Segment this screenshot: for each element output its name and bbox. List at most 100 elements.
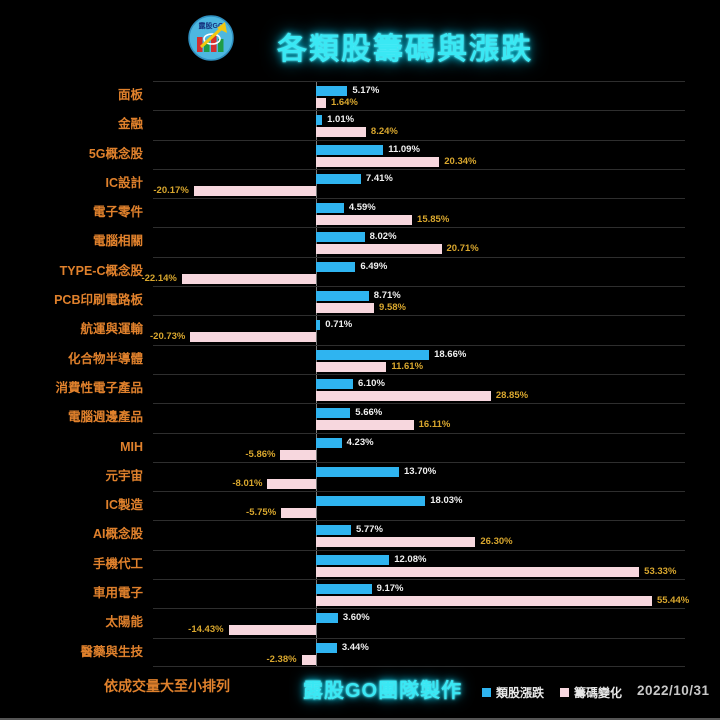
bar-value-label: 3.44% (341, 641, 369, 653)
category-label: 太陽能 (105, 615, 143, 630)
bar-value-label: 55.44% (656, 595, 690, 607)
gain-bar (316, 349, 430, 360)
legend-label: 籌碼變化 (574, 686, 623, 700)
category-row: 金融 1.01% 8.24% (0, 110, 685, 139)
category-row: PCB印刷電路板 8.71% 9.58% (0, 286, 685, 315)
bar-value-label: 8.24% (370, 126, 398, 138)
bar-value-label: -20.73% (150, 331, 186, 343)
category-row: 醫藥與生技 3.44% -2.38% (0, 637, 685, 667)
bar-value-label: -14.43% (188, 624, 224, 636)
category-row: 電腦相關 8.02% 20.71% (0, 227, 685, 256)
bar-value-label: 12.08% (394, 553, 427, 565)
category-row: 面板 5.17% 1.64% (0, 81, 685, 110)
category-row: IC製造 18.03% -5.75% (0, 491, 685, 520)
legend-swatch-blue (482, 688, 491, 697)
category-label: IC製造 (105, 498, 143, 513)
row-plot-area: 5.77% 26.30% (153, 520, 685, 549)
category-label: 化合物半導體 (67, 351, 143, 366)
category-label: AI概念股 (92, 527, 143, 542)
bar-value-label: 5.17% (352, 85, 380, 96)
row-plot-area: 0.71% -20.73% (150, 315, 685, 344)
category-label: TYPE-C概念股 (59, 263, 143, 278)
gain-bar (316, 378, 353, 389)
credit-text: 露股GO團隊製作 (303, 680, 463, 702)
chip-bar (316, 420, 414, 431)
bar-value-label: 11.61% (391, 360, 424, 372)
category-row: 化合物半導體 18.66% 11.61% (0, 344, 685, 374)
category-row: IC設計 7.41% -20.17% (0, 168, 685, 198)
category-label: 航運與運輸 (80, 322, 143, 337)
row-plot-area: 8.02% 20.71% (153, 227, 685, 256)
gain-bar (316, 613, 338, 624)
chip-bar (316, 215, 413, 226)
chip-bar (190, 332, 316, 343)
row-plot-area: 6.10% 28.85% (153, 373, 685, 403)
category-label: PCB印刷電路板 (54, 293, 143, 308)
bar-value-label: 26.30% (480, 536, 513, 548)
bar-value-label: 20.34% (444, 155, 477, 167)
page-title: 各類股籌碼與漲跌 (277, 33, 533, 66)
chip-bar (316, 537, 476, 548)
gain-bar (316, 291, 369, 302)
bar-value-label: 1.01% (327, 114, 355, 126)
category-row: 手機代工 12.08% 53.33% (0, 549, 685, 579)
category-label: IC設計 (105, 175, 143, 190)
category-row: AI概念股 5.77% 26.30% (0, 520, 685, 549)
bar-value-label: 20.71% (446, 243, 479, 255)
gain-bar (316, 232, 365, 243)
row-plot-area: 13.70% -8.01% (153, 461, 685, 491)
bar-value-label: 0.71% (325, 319, 353, 331)
report-date: 2022/10/31 (637, 683, 710, 698)
gain-bar (316, 144, 384, 155)
bar-value-label: 18.66% (434, 348, 467, 360)
bar-value-label: 11.09% (388, 143, 420, 155)
bar-value-label: 4.59% (348, 202, 376, 214)
category-row: 消費性電子產品 6.10% 28.85% (0, 373, 685, 403)
bar-value-label: 28.85% (495, 389, 529, 401)
bar-value-label: -8.01% (232, 477, 263, 489)
gain-bar (316, 437, 342, 448)
category-label: 手機代工 (92, 556, 143, 571)
legend-label: 類股漲跌 (496, 686, 545, 700)
bar-value-label: 13.70% (404, 465, 437, 477)
chip-bar (301, 654, 316, 665)
chip-bar (316, 596, 652, 607)
gain-bar (316, 261, 356, 272)
bar-value-label: 5.77% (355, 524, 383, 536)
legend-item-chip: 籌碼變化 (560, 684, 622, 701)
row-plot-area: 7.41% -20.17% (153, 168, 685, 198)
row-plot-area: 8.71% 9.58% (153, 286, 685, 315)
row-plot-area: 6.49% -22.14% (141, 256, 685, 286)
bar-value-label: 6.10% (357, 377, 385, 389)
bar-value-label: 1.64% (330, 97, 358, 108)
category-label: 金融 (117, 117, 143, 132)
chip-bar (280, 449, 316, 460)
bar-value-label: -5.86% (245, 448, 276, 460)
category-label: 車用電子 (92, 586, 143, 601)
bar-value-label: 8.71% (373, 290, 401, 302)
chart-rows: 面板 5.17% 1.64% 金融 1.01% 8.24% 5G概念股 11.09% 20.34… (0, 81, 689, 667)
gain-bar (316, 584, 372, 595)
row-plot-area: 4.59% 15.85% (153, 198, 685, 227)
chip-bar (228, 625, 316, 636)
bar-value-label: 15.85% (417, 214, 450, 226)
gain-bar (316, 320, 321, 331)
bar-value-label: 6.49% (360, 260, 388, 272)
gain-bar (316, 203, 344, 214)
chip-bar (193, 185, 316, 196)
category-label: 面板 (117, 88, 143, 102)
bar-value-label: 7.41% (365, 172, 393, 184)
category-row: 元宇宙 13.70% -8.01% (0, 461, 685, 491)
bar-value-label: -5.75% (246, 507, 277, 519)
bar-chart: 面板 5.17% 1.64% 金融 1.01% 8.24% 5G概念股 11.09% 20.34… (0, 81, 689, 667)
category-row: 電腦週邊產品 5.66% 16.11% (0, 403, 685, 432)
category-label: 元宇宙 (105, 468, 143, 483)
row-plot-area: 5.66% 16.11% (153, 403, 685, 432)
gain-bar (316, 496, 426, 507)
bar-value-label: 16.11% (418, 419, 451, 431)
bar-value-label: 9.58% (379, 302, 406, 314)
gain-bar (316, 173, 361, 184)
category-label: 醫藥與生技 (80, 644, 143, 659)
category-label: 電子零件 (92, 205, 143, 220)
